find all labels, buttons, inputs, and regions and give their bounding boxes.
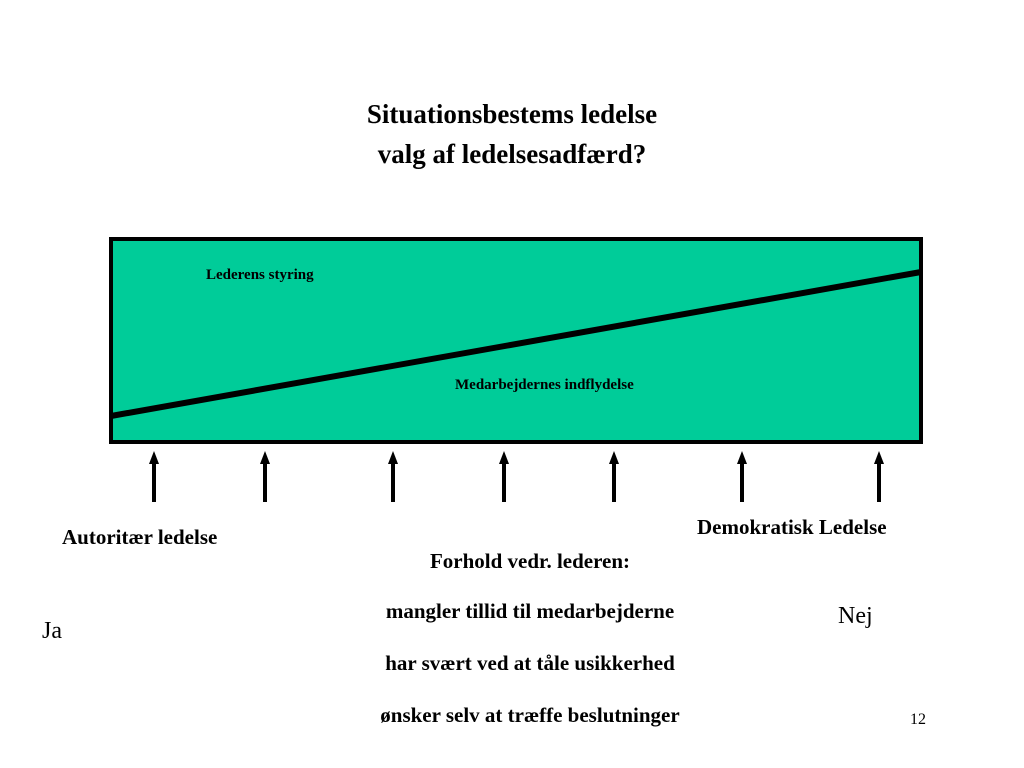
page-number: 12 [910, 711, 926, 728]
up-arrow-icon [149, 451, 159, 502]
authoritarian-leadership-label: Autoritær ledelse [62, 525, 218, 549]
up-arrow-icon [499, 451, 509, 502]
up-arrow-icon [874, 451, 884, 502]
scale-arrows [149, 451, 884, 502]
up-arrow-icon [609, 451, 619, 502]
control-influence-division-line [110, 269, 922, 419]
conditions-heading: Forhold vedr. lederen: [429, 549, 631, 573]
condition-item: mangler tillid til medarbejderne [385, 599, 675, 623]
condition-item: ønsker selv at træffe beslutninger [380, 703, 680, 727]
leader-conditions: Forhold vedr. lederen: mangler tillid ti… [300, 546, 760, 728]
title-line-1: Situationsbestems ledelse [366, 99, 658, 129]
slide-title: Situationsbestems ledelse valg af ledels… [0, 94, 1024, 174]
condition-item: har svært ved at tåle usikkerhed [385, 651, 675, 675]
answer-no: Nej [838, 603, 873, 629]
title-line-2: valg af ledelsesadfærd? [377, 139, 647, 169]
democratic-leadership-label: Demokratisk Ledelse [697, 515, 887, 539]
answer-yes: Ja [42, 618, 62, 644]
leader-control-label: Lederens styring [206, 267, 314, 283]
employee-influence-label: Medarbejdernes indflydelse [455, 377, 634, 393]
up-arrow-icon [260, 451, 270, 502]
up-arrow-icon [388, 451, 398, 502]
up-arrow-icon [737, 451, 747, 502]
continuum-box [109, 237, 923, 444]
